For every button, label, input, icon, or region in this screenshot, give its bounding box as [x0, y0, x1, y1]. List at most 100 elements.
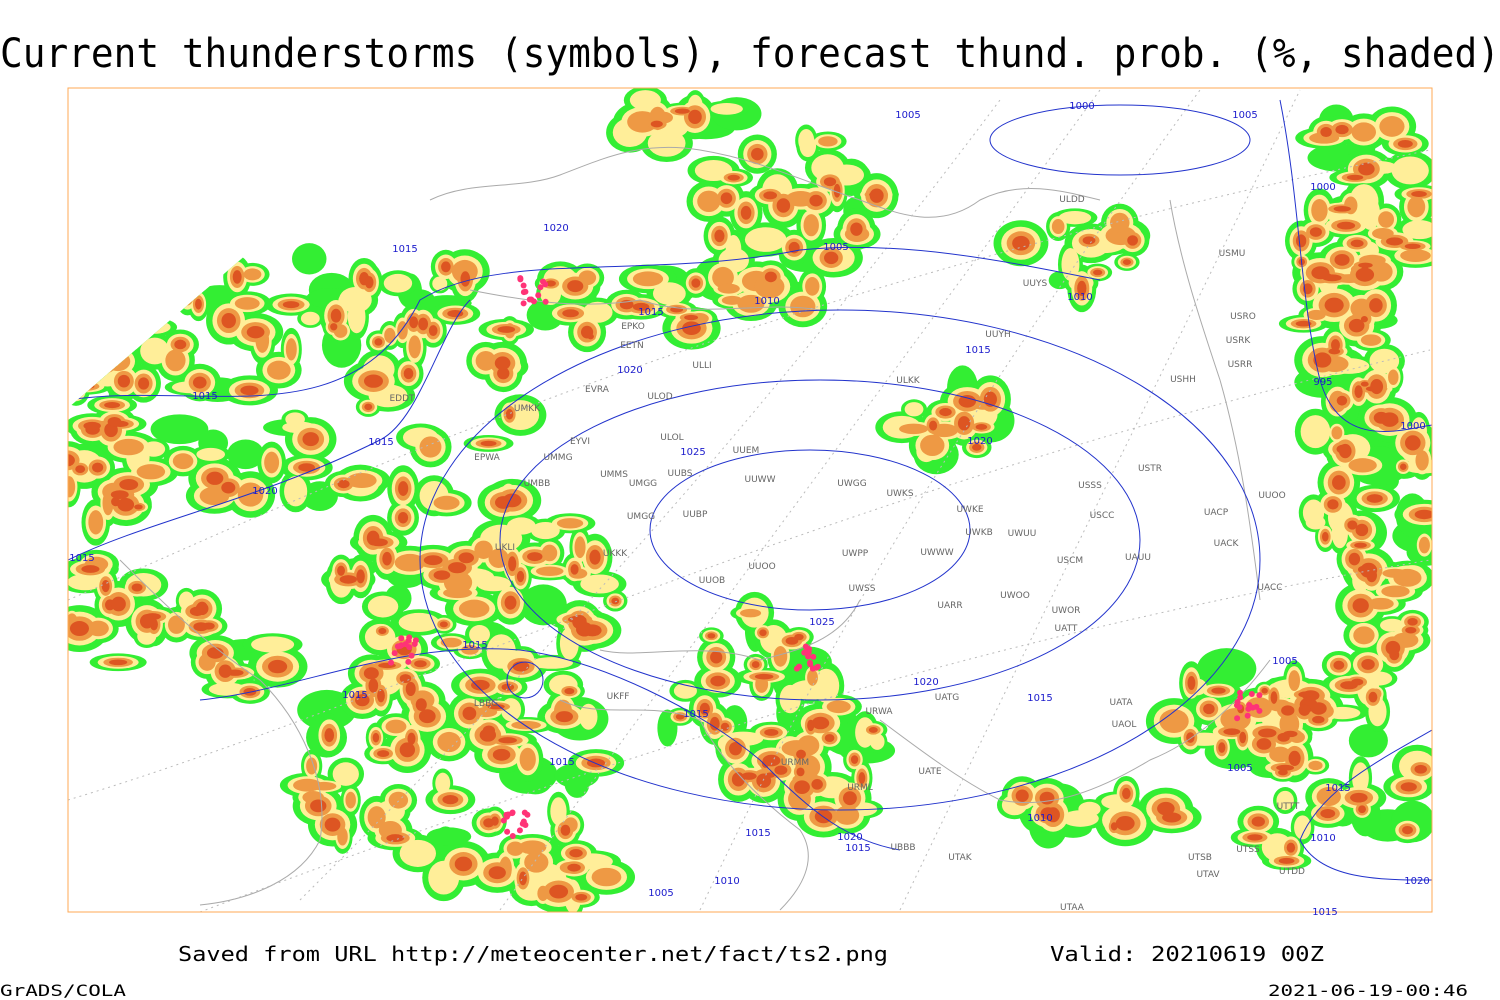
station-label: USSS: [1078, 481, 1102, 491]
shade-blob: [498, 737, 517, 744]
shade-blob: [172, 453, 194, 470]
shade-blob: [556, 518, 584, 529]
shade-blob: [142, 441, 166, 457]
storm-symbol: [1234, 715, 1241, 722]
shade-blob: [192, 376, 207, 389]
shade-blob: [899, 423, 929, 435]
shade-blob: [300, 311, 320, 326]
shade-blob: [1310, 702, 1327, 715]
storm-symbol: [397, 642, 404, 649]
shade-blob: [206, 647, 224, 659]
station-label: UACC: [1257, 583, 1282, 593]
station-label: UWKB: [965, 528, 993, 538]
shade-blob: [399, 674, 412, 683]
isobar-label: 1015: [683, 709, 708, 720]
shade-blob: [1402, 220, 1432, 240]
shade-blob: [409, 316, 419, 329]
storm-symbol: [1245, 705, 1252, 712]
station-label: EDDT: [389, 394, 415, 404]
shade-blob: [139, 614, 155, 629]
shade-blob: [869, 191, 884, 198]
shade-blob: [368, 678, 379, 693]
shade-blob: [189, 606, 205, 617]
shade-blob: [324, 817, 341, 832]
storm-symbol: [526, 296, 533, 303]
storm-symbol: [522, 288, 529, 295]
shade-blob: [1372, 228, 1394, 240]
isobar-label: 1015: [342, 690, 367, 701]
shade-blob: [1211, 687, 1226, 694]
shade-blob: [799, 134, 817, 158]
shade-blob: [1386, 237, 1404, 246]
shade-blob: [339, 575, 357, 584]
shade-blob: [505, 409, 514, 420]
station-label: USHH: [1170, 375, 1196, 385]
storm-symbol: [1237, 689, 1244, 696]
storm-symbol: [802, 643, 809, 650]
shade-blob: [1320, 808, 1336, 819]
isobar-label: 1025: [680, 447, 705, 458]
isobar-label: 1015: [1325, 783, 1350, 794]
shade-blob: [369, 538, 388, 547]
shade-blob: [398, 481, 409, 496]
shade-blob: [109, 659, 128, 666]
shade-blob: [134, 504, 143, 510]
shade-blob: [418, 317, 429, 331]
shade-blob: [1380, 618, 1405, 632]
storm-symbol: [516, 827, 523, 834]
shade-blob: [69, 621, 89, 637]
shade-blob: [764, 729, 779, 736]
probability-shading: [68, 88, 1432, 912]
shade-blob: [1346, 174, 1364, 181]
station-label: UUYH: [985, 330, 1010, 340]
shade-blob: [1110, 212, 1130, 233]
storm-symbol: [391, 650, 398, 657]
shade-blob: [442, 795, 459, 805]
storm-symbol: [542, 281, 549, 288]
shade-blob: [1331, 339, 1340, 352]
station-label: EETN: [620, 341, 644, 351]
shade-blob: [251, 636, 295, 653]
isobar-label: 1015: [549, 757, 574, 768]
station-label: UTAK: [948, 853, 973, 863]
shade-blob: [560, 824, 571, 836]
station-label: USTR: [1138, 464, 1162, 474]
shade-blob: [1399, 463, 1407, 470]
shade-blob: [710, 675, 726, 687]
storm-symbol: [519, 820, 526, 827]
shade-blob: [1256, 738, 1272, 750]
shade-blob: [345, 791, 356, 809]
shade-blob: [519, 747, 536, 771]
shade-blob: [785, 637, 799, 645]
station-label: USRO: [1230, 312, 1256, 322]
isobar-label: 1010: [714, 876, 739, 887]
shade-blob: [494, 356, 511, 370]
station-label: UACK: [1214, 539, 1240, 549]
shade-blob: [414, 660, 427, 668]
shade-blob: [1369, 348, 1400, 374]
isobar-label: 1000: [1310, 182, 1335, 193]
shade-blob: [1276, 790, 1294, 811]
station-label: ULOD: [647, 392, 672, 402]
shade-blob: [439, 621, 448, 628]
shade-blob: [441, 261, 451, 273]
shade-blob: [1278, 769, 1288, 776]
shade-blob: [469, 624, 490, 644]
shade-blob: [537, 885, 549, 902]
shade-blob: [460, 271, 471, 287]
station-label: UUBS: [668, 469, 693, 479]
storm-symbol: [504, 828, 511, 835]
shade-blob: [437, 731, 461, 753]
shade-blob: [119, 479, 139, 491]
shade-blob: [823, 177, 837, 187]
shade-blob: [266, 360, 291, 380]
shade-blob: [378, 627, 387, 634]
shade-blob: [1333, 206, 1351, 212]
shade-blob: [68, 574, 103, 591]
shade-blob: [206, 471, 224, 485]
shade-blob: [929, 420, 938, 431]
shade-blob: [1360, 381, 1369, 387]
shade-blob: [1360, 334, 1382, 346]
shade-blob: [405, 681, 416, 697]
